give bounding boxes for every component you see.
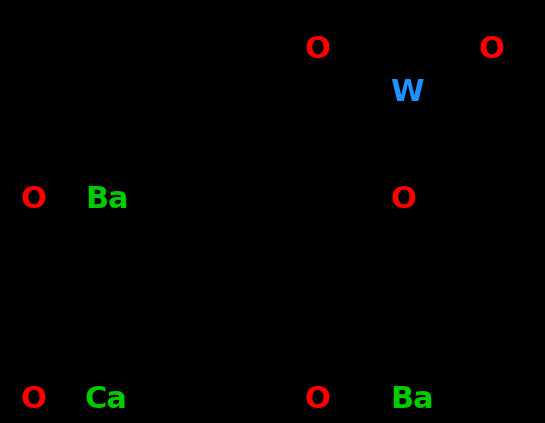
Text: O: O [390, 185, 416, 214]
Text: Ca: Ca [85, 385, 128, 414]
Text: Ba: Ba [390, 385, 434, 414]
Text: Ba: Ba [85, 185, 129, 214]
Text: O: O [305, 385, 331, 414]
Text: O: O [20, 385, 46, 414]
Text: O: O [20, 185, 46, 214]
Text: W: W [390, 78, 423, 107]
Text: O: O [478, 35, 504, 64]
Text: O: O [305, 35, 331, 64]
